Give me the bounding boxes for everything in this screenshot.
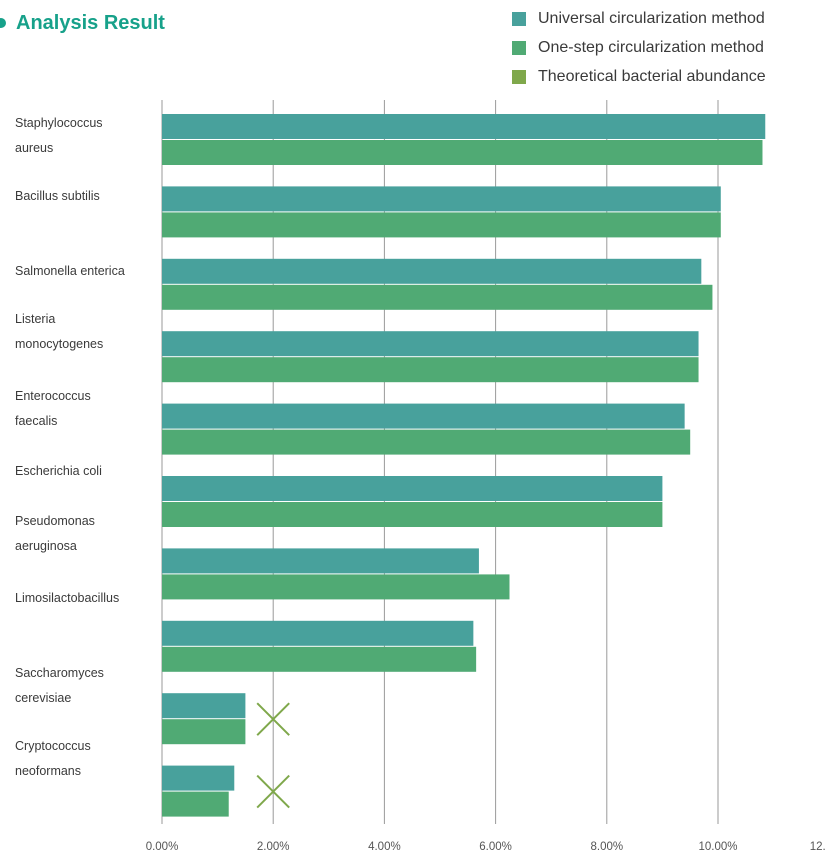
bar bbox=[162, 284, 713, 310]
x-tick-label: 8.00% bbox=[590, 841, 623, 853]
category-label: Escherichia coli bbox=[15, 464, 102, 478]
legend-item-universal: Universal circularization method bbox=[512, 4, 766, 33]
category-label: Limosilactobacillus bbox=[15, 591, 120, 605]
bar bbox=[162, 357, 699, 383]
bar bbox=[162, 186, 721, 212]
x-tick-label: 0.00% bbox=[146, 841, 179, 853]
bar bbox=[162, 403, 685, 429]
category-label: Bacillus subtilis bbox=[15, 189, 100, 203]
bar bbox=[162, 114, 766, 139]
category-label: Saccharomyces cerevisiae bbox=[15, 666, 104, 705]
x-tick-label: 12.00% bbox=[810, 841, 825, 853]
category-label: Listeria monocytogenes bbox=[15, 312, 104, 351]
bar bbox=[162, 620, 474, 646]
bar bbox=[162, 212, 721, 238]
x-tick-label: 2.00% bbox=[257, 841, 290, 853]
marker-stroke bbox=[256, 774, 290, 809]
bar bbox=[162, 719, 246, 745]
bar bbox=[162, 476, 663, 501]
title-row: Analysis Result bbox=[0, 8, 165, 38]
x-tick-label: 6.00% bbox=[479, 841, 512, 853]
bar bbox=[162, 548, 479, 574]
theoretical-marker-icon bbox=[256, 774, 290, 809]
x-tick-label: 4.00% bbox=[368, 841, 401, 853]
title-bullet-icon bbox=[0, 18, 6, 28]
bar bbox=[162, 765, 235, 791]
x-tick-label: 10.00% bbox=[698, 841, 737, 853]
category-label: Staphylococcus aureus bbox=[15, 116, 103, 155]
bar bbox=[162, 502, 663, 527]
legend-label: One-step circularization method bbox=[538, 38, 764, 56]
marker-stroke bbox=[256, 702, 290, 736]
bar bbox=[162, 258, 702, 284]
bar bbox=[162, 791, 229, 817]
legend-swatch-icon bbox=[512, 40, 526, 55]
legend-item-theoretical: Theoretical bacterial abundance bbox=[512, 62, 766, 91]
bar bbox=[162, 331, 699, 357]
legend-label: Theoretical bacterial abundance bbox=[538, 67, 766, 85]
category-label: Pseudomonas aeruginosa bbox=[15, 514, 95, 553]
category-label: Enterococcus faecalis bbox=[15, 389, 91, 428]
legend-swatch-icon bbox=[512, 69, 526, 84]
bar bbox=[162, 574, 510, 600]
bar bbox=[162, 429, 691, 455]
legend: Universal circularization method One-ste… bbox=[512, 4, 766, 91]
legend-swatch-icon bbox=[512, 11, 526, 26]
bar bbox=[162, 646, 477, 672]
bar bbox=[162, 693, 246, 719]
category-label: Salmonella enterica bbox=[15, 264, 125, 278]
category-label: Cryptococcus neoformans bbox=[15, 739, 91, 778]
legend-item-one-step: One-step circularization method bbox=[512, 33, 766, 62]
theoretical-marker-icon bbox=[256, 702, 290, 736]
bar bbox=[162, 140, 763, 165]
chart-title: Analysis Result bbox=[16, 11, 165, 34]
legend-label: Universal circularization method bbox=[538, 9, 765, 27]
